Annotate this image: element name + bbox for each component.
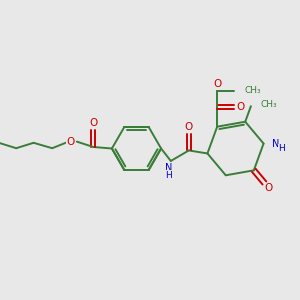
Text: O: O: [89, 118, 98, 128]
Text: H: H: [165, 171, 172, 180]
Text: O: O: [66, 136, 74, 147]
Text: O: O: [213, 79, 221, 89]
Text: O: O: [236, 102, 244, 112]
Text: O: O: [265, 183, 273, 193]
Text: N: N: [272, 139, 279, 148]
Text: N: N: [165, 163, 172, 172]
Text: CH₃: CH₃: [244, 86, 261, 95]
Text: CH₃: CH₃: [260, 100, 277, 109]
Text: O: O: [185, 122, 193, 132]
Text: H: H: [278, 145, 285, 154]
